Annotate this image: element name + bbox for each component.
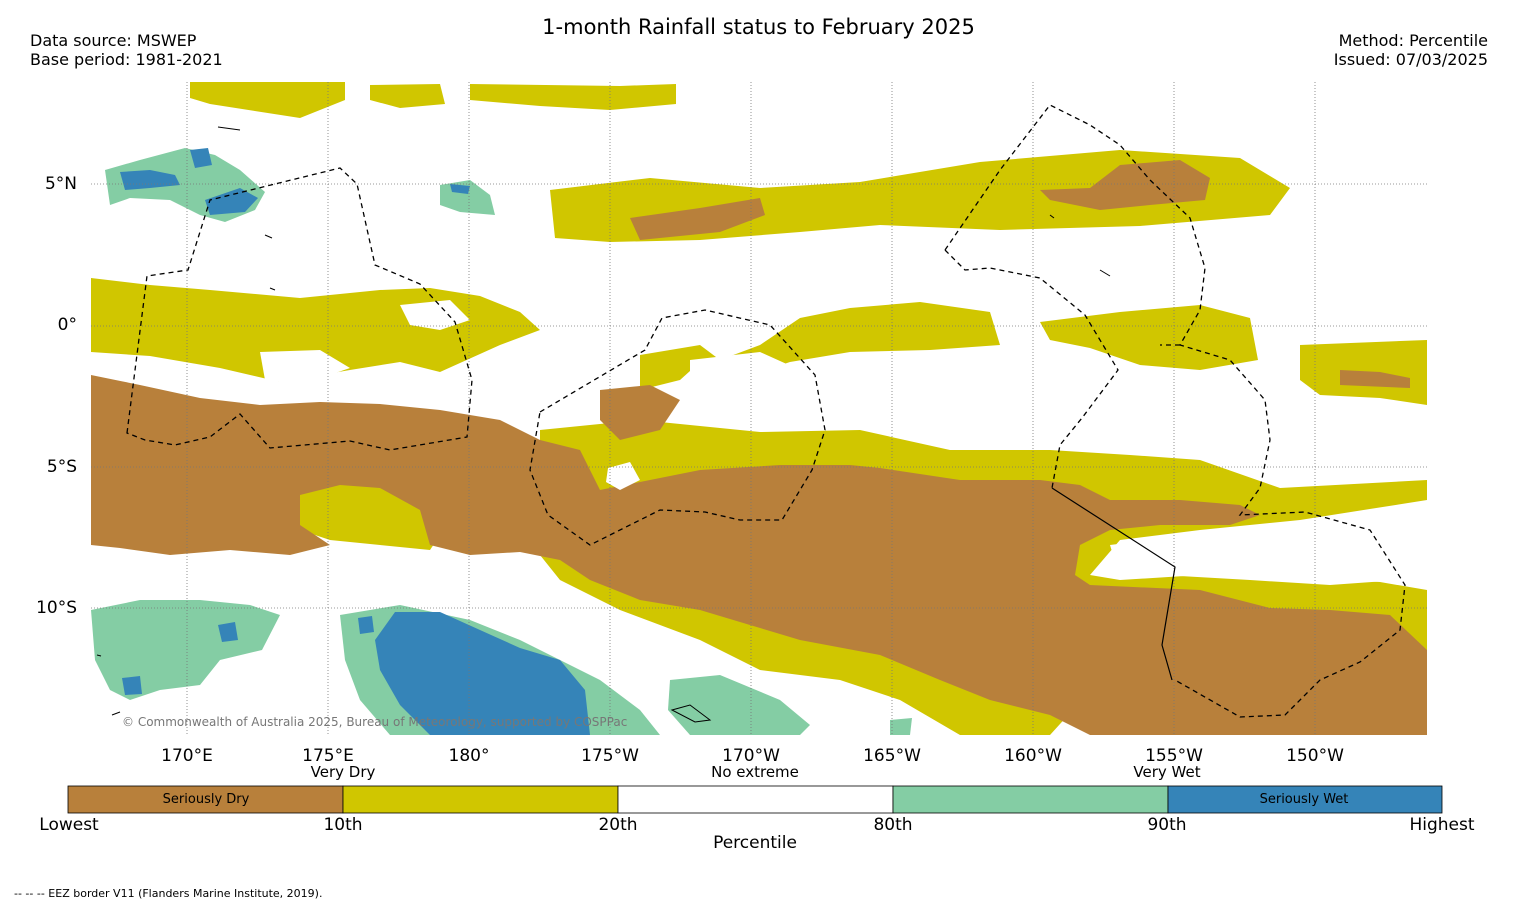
- legend-category-no-extreme: No extreme: [711, 763, 799, 781]
- legend-segment-seriously-wet: Seriously Wet: [1259, 792, 1349, 807]
- lat-label-0: 0°: [57, 315, 77, 335]
- lon-label-175e: 175°E: [302, 746, 354, 766]
- seriously-wet-areas: [120, 148, 590, 735]
- map-title: 1-month Rainfall status to February 2025: [542, 15, 975, 39]
- rainfall-percentile-layer: [91, 82, 1427, 735]
- legend-very-wet: [892, 785, 1169, 814]
- percentile-highest: Highest: [1409, 815, 1475, 835]
- legend-very-dry: [342, 785, 619, 814]
- percentile-80th: 80th: [873, 815, 913, 835]
- lon-label-180: 180°: [448, 746, 490, 766]
- lat-label-5n: 5°N: [44, 174, 77, 194]
- no-extreme-areas: [260, 300, 1400, 585]
- percentile-20th: 20th: [598, 815, 638, 835]
- legend-seriously-wet: [1167, 785, 1443, 814]
- seriously-dry-areas: [91, 160, 1427, 735]
- island-coastlines: [96, 126, 1111, 723]
- lon-label-170w: 170°W: [722, 746, 780, 766]
- legend-axis-title: Percentile: [713, 833, 797, 853]
- legend-category-very-wet: Very Wet: [1133, 763, 1201, 781]
- lon-label-160w: 160°W: [1004, 746, 1062, 766]
- issued-date-label: Issued: 07/03/2025: [1333, 50, 1488, 69]
- graticule: [91, 82, 1427, 735]
- copyright-notice: © Commonwealth of Australia 2025, Bureau…: [122, 715, 628, 729]
- legend-segment-seriously-dry: Seriously Dry: [162, 792, 250, 807]
- percentile-lowest: Lowest: [39, 815, 99, 835]
- lon-label-155w: 155°W: [1145, 746, 1203, 766]
- legend-category-very-dry: Very Dry: [310, 763, 376, 781]
- eez-borders: [126, 104, 1406, 718]
- legend-colorbar: [67, 785, 1443, 814]
- method-label: Method: Percentile: [1338, 31, 1488, 50]
- percentile-10th: 10th: [323, 815, 363, 835]
- legend-seriously-dry: [67, 785, 344, 814]
- lat-label-5s: 5°S: [46, 457, 77, 477]
- lat-label-10s: 10°S: [36, 598, 77, 618]
- lon-label-175w: 175°W: [581, 746, 639, 766]
- eez-footnote: -- -- -- EEZ border V11 (Flanders Marine…: [14, 887, 323, 900]
- percentile-90th: 90th: [1147, 815, 1187, 835]
- lon-label-170e: 170°E: [161, 746, 213, 766]
- lon-label-165w: 165°W: [863, 746, 921, 766]
- base-period-label: Base period: 1981-2021: [30, 50, 223, 69]
- data-source-label: Data source: MSWEP: [30, 31, 197, 50]
- legend-no-extreme: [617, 785, 894, 814]
- lon-label-150w: 150°W: [1286, 746, 1344, 766]
- eez-solid-borders: [1051, 487, 1176, 681]
